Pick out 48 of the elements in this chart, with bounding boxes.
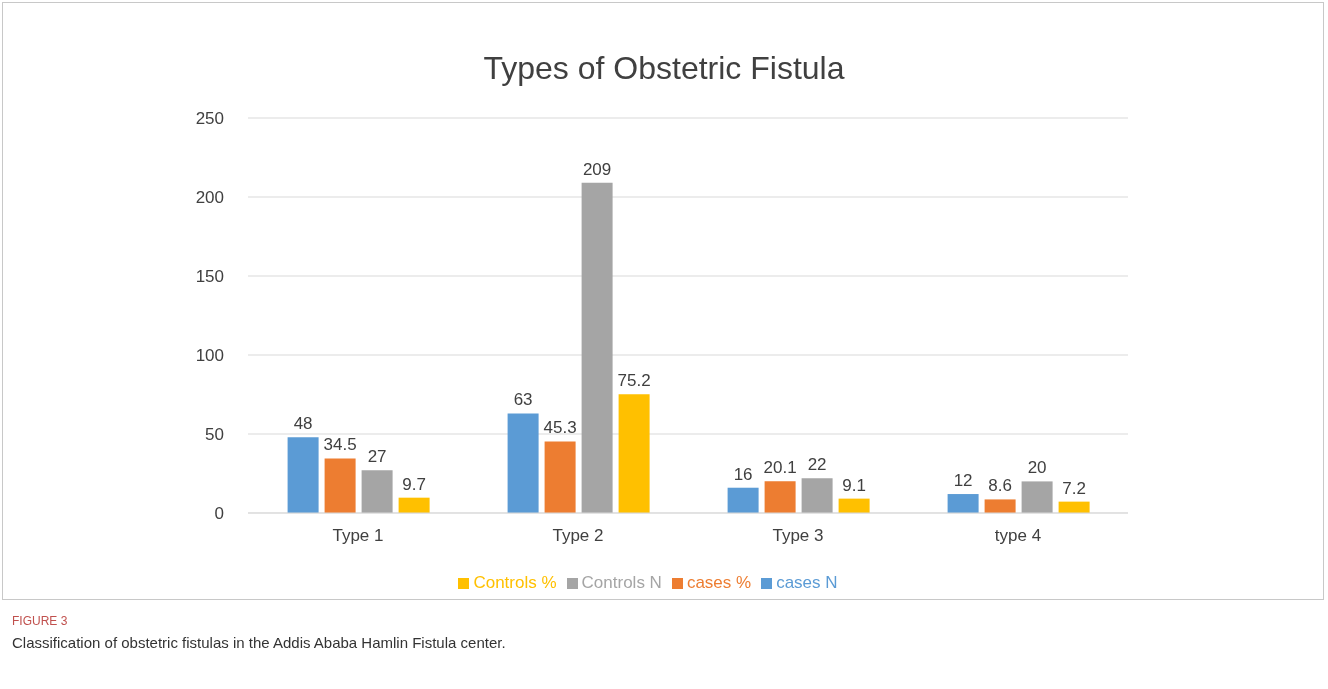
bar: [764, 481, 796, 513]
data-label: 7.2: [1062, 478, 1086, 498]
legend-label: cases %: [686, 573, 752, 592]
y-tick-label: 150: [195, 267, 224, 287]
y-tick-label: 100: [195, 346, 224, 366]
data-label: 12: [953, 471, 973, 491]
bar: [947, 494, 979, 513]
data-label: 48: [293, 414, 313, 434]
bar: [984, 499, 1016, 513]
data-label: 209: [582, 159, 612, 179]
x-tick-label: Type 3: [772, 526, 824, 546]
bar: [801, 478, 833, 513]
x-tick-label: Type 1: [332, 526, 384, 546]
bar: [398, 497, 430, 513]
y-tick-label: 50: [205, 425, 224, 445]
data-label: 9.1: [842, 475, 866, 495]
bar: [618, 394, 650, 513]
data-label: 34.5: [323, 435, 357, 455]
data-label: 27: [367, 447, 387, 467]
bar: [361, 470, 393, 513]
chart-title: Types of Obstetric Fistula: [482, 50, 846, 87]
data-label: 20.1: [763, 458, 797, 478]
bar: [838, 498, 870, 513]
bar: [544, 441, 576, 513]
legend-label: Controls N: [581, 573, 662, 592]
data-label: 22: [807, 455, 827, 475]
x-tick-label: type 4: [994, 526, 1042, 546]
bar: [507, 413, 539, 513]
y-tick-label: 250: [195, 109, 224, 129]
data-label: 75.2: [617, 371, 651, 391]
text: Classification of obstetric fistulas in the Addis Ababa Hamlin Fistula center.: [12, 634, 506, 651]
data-label: 20: [1027, 458, 1047, 478]
bar: [1021, 481, 1053, 513]
bar: [581, 182, 613, 513]
caption: FIGURE 3: [12, 614, 68, 628]
data-label: 16: [733, 464, 753, 484]
bar: [287, 437, 319, 513]
x-tick-label: Type 2: [552, 526, 604, 546]
data-label: 8.6: [988, 476, 1012, 496]
legend-label: Controls %: [473, 573, 557, 592]
data-label: 63: [513, 390, 533, 410]
legend-label: cases N: [776, 573, 838, 592]
bar: [727, 487, 759, 513]
data-label: 9.7: [402, 474, 426, 494]
y-tick-label: 200: [195, 188, 224, 208]
y-tick-label: 0: [214, 504, 224, 524]
data-label: 45.3: [543, 418, 577, 438]
bar: [324, 458, 356, 513]
